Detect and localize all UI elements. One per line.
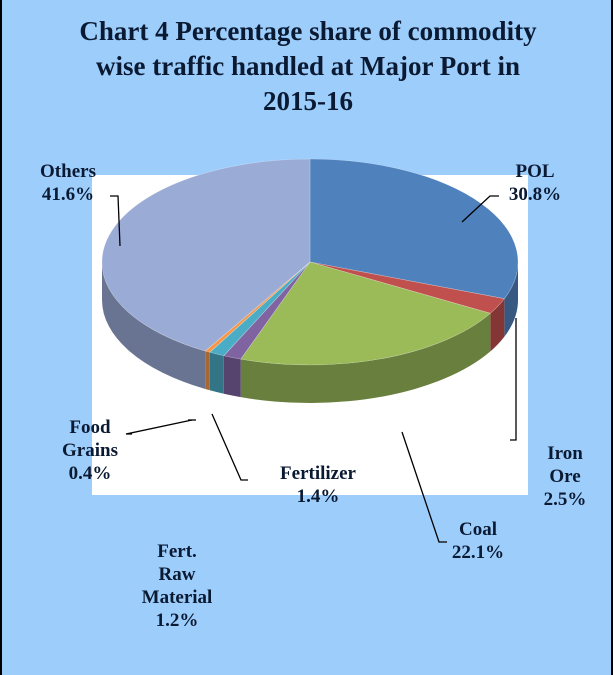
pie-slice — [309, 261, 505, 314]
label-value: 2.5% — [543, 489, 587, 510]
data-label: Fert. Raw Material 1.2% — [142, 540, 213, 632]
leader-line — [461, 195, 499, 223]
pie-slice — [209, 261, 311, 357]
data-label: Others 41.6% — [40, 160, 96, 206]
label-name: Fertilizer — [280, 463, 356, 484]
label-name: Iron Ore — [547, 443, 583, 487]
pie-slice — [101, 158, 311, 352]
label-name: Others — [40, 161, 96, 182]
data-label: Coal 22.1% — [452, 518, 504, 564]
data-label: Food Grains 0.4% — [62, 416, 118, 485]
leader-line — [401, 431, 447, 543]
chart-title: Chart 4 Percentage share of commodity wi… — [79, 16, 537, 116]
pie-slice — [223, 261, 311, 360]
pie-slice-side — [205, 350, 210, 391]
pie-slice-side — [223, 355, 241, 398]
data-label: POL 30.8% — [509, 160, 561, 206]
data-label: Fertilizer 1.4% — [280, 462, 356, 508]
pie-slice — [240, 261, 491, 366]
label-value: 30.8% — [508, 184, 562, 205]
data-label: Iron Ore 2.5% — [542, 442, 588, 511]
leader-line — [110, 195, 121, 247]
pie-slice-side — [504, 262, 518, 337]
label-value: 1.2% — [155, 610, 199, 631]
leader-line — [125, 419, 193, 435]
leader-line — [510, 318, 517, 441]
label-name: Food Grains — [62, 417, 118, 461]
label-name: Coal — [459, 519, 497, 540]
label-value: 41.6% — [41, 184, 95, 205]
pie-slice-side — [209, 352, 224, 394]
pie-slice-side — [240, 313, 491, 404]
pie-slice-side — [102, 262, 206, 389]
label-name: POL — [515, 161, 555, 182]
label-value: 22.1% — [451, 542, 505, 563]
pie-slice-side — [490, 298, 505, 352]
label-value: 0.4% — [68, 463, 112, 484]
pie-slice — [204, 261, 311, 353]
label-name: Fert. Raw Material — [141, 541, 213, 608]
label-value: 1.4% — [296, 486, 340, 507]
leader-line — [211, 413, 248, 481]
